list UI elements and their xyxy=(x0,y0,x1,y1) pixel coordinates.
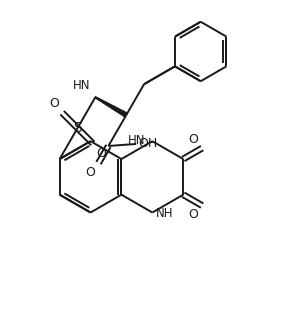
Text: O: O xyxy=(188,208,198,221)
Text: HN: HN xyxy=(128,134,145,147)
Text: OH: OH xyxy=(138,137,158,150)
Text: S: S xyxy=(73,121,82,135)
Text: NH: NH xyxy=(156,207,174,220)
Polygon shape xyxy=(95,97,127,117)
Text: O: O xyxy=(96,147,106,159)
Text: O: O xyxy=(188,133,198,146)
Text: HN: HN xyxy=(73,79,90,92)
Text: O: O xyxy=(49,97,59,110)
Text: O: O xyxy=(86,166,95,179)
